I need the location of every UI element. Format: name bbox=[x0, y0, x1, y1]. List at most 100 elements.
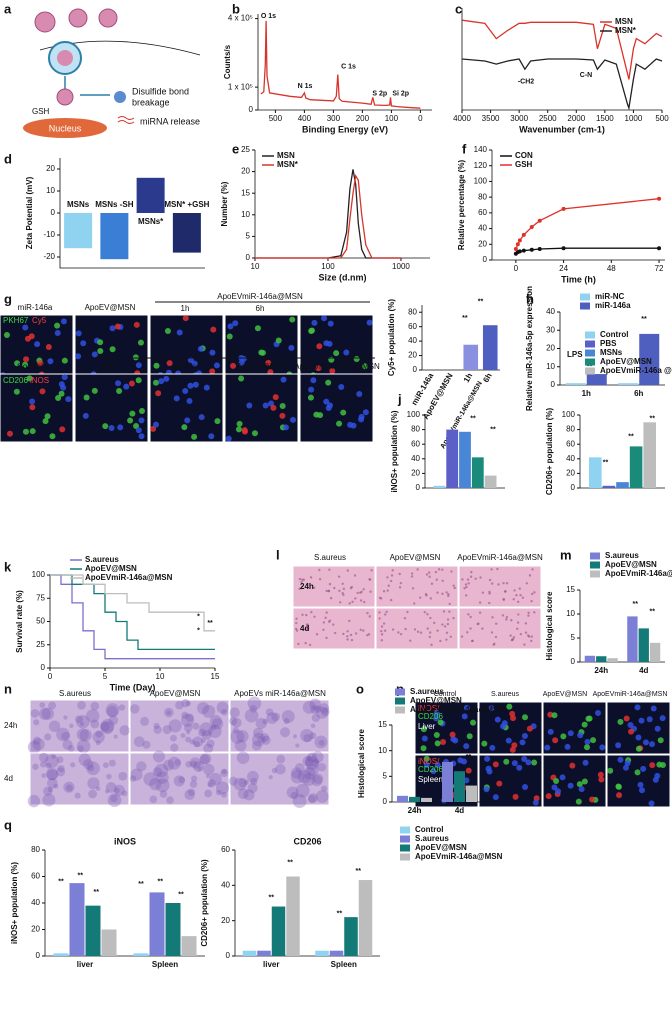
follicle bbox=[149, 795, 158, 804]
cell bbox=[279, 412, 286, 419]
cell bbox=[594, 709, 601, 716]
cell bbox=[627, 722, 634, 729]
cell bbox=[259, 349, 266, 356]
y-tick-label: 20 bbox=[408, 351, 417, 360]
x-tick-label: 2500 bbox=[539, 114, 557, 123]
y-tick-label: 100 bbox=[32, 570, 46, 579]
cell bbox=[75, 330, 82, 337]
follicle bbox=[129, 704, 140, 714]
cell bbox=[209, 368, 216, 375]
follicle bbox=[45, 762, 52, 769]
x-tick-label: 10 bbox=[156, 672, 165, 681]
cell bbox=[447, 592, 450, 596]
cell bbox=[42, 418, 49, 425]
y-tick-label: 120 bbox=[474, 161, 488, 170]
column-label: S.aureus bbox=[59, 689, 91, 698]
cell bbox=[137, 339, 144, 346]
cell bbox=[509, 710, 516, 717]
follicle bbox=[221, 768, 228, 775]
x-axis-label: Size (d.nm) bbox=[318, 272, 366, 282]
follicle bbox=[204, 789, 213, 798]
y-tick-label: 0 bbox=[249, 105, 254, 114]
cell bbox=[191, 360, 198, 367]
follicle bbox=[77, 745, 84, 752]
bar bbox=[454, 771, 465, 802]
y-tick-label: 40 bbox=[566, 454, 575, 463]
cell bbox=[441, 568, 444, 571]
cell bbox=[481, 740, 488, 747]
follicle bbox=[229, 717, 238, 726]
follicle bbox=[154, 763, 169, 778]
cell bbox=[435, 578, 438, 581]
follicle bbox=[206, 739, 215, 748]
panel-letter: m bbox=[560, 547, 572, 562]
follicle bbox=[57, 764, 65, 773]
legend-label: S.aureus bbox=[85, 555, 119, 564]
follicle bbox=[306, 755, 312, 762]
cell bbox=[75, 353, 82, 360]
cell bbox=[481, 591, 485, 594]
cell bbox=[567, 730, 574, 737]
bar-label: MSNs bbox=[67, 200, 90, 209]
cell bbox=[304, 641, 307, 645]
particle bbox=[68, 8, 88, 28]
axis bbox=[234, 850, 380, 957]
legend-swatch bbox=[585, 340, 595, 348]
cell bbox=[254, 325, 261, 332]
micrograph bbox=[224, 373, 299, 443]
x-tick-label: 100 bbox=[385, 114, 399, 123]
cell bbox=[465, 585, 468, 589]
cell bbox=[420, 726, 427, 733]
cell bbox=[307, 394, 314, 401]
legend-swatch bbox=[395, 706, 405, 714]
point bbox=[517, 249, 522, 254]
follicle bbox=[200, 738, 206, 744]
cell bbox=[659, 715, 666, 722]
micrograph bbox=[29, 699, 130, 753]
chart-title: iNOS bbox=[114, 836, 136, 846]
follicle bbox=[92, 730, 105, 744]
cell bbox=[521, 732, 528, 739]
micrograph bbox=[458, 607, 542, 650]
annotation: ** bbox=[641, 316, 647, 323]
follicle bbox=[153, 725, 162, 734]
follicle bbox=[155, 778, 170, 793]
follicle bbox=[238, 777, 248, 788]
follicle bbox=[187, 788, 196, 796]
panel-letter: b bbox=[232, 1, 240, 16]
follicle bbox=[149, 778, 162, 791]
follicle bbox=[78, 753, 91, 766]
cell bbox=[338, 384, 345, 391]
follicle bbox=[306, 752, 317, 763]
schematic: GSH Disulfide bond breakage miRNA releas… bbox=[23, 8, 201, 138]
bar bbox=[627, 616, 638, 662]
legend-swatch bbox=[400, 835, 410, 843]
cell bbox=[528, 574, 532, 577]
y-tick-label: 60 bbox=[221, 845, 230, 854]
cell bbox=[442, 610, 446, 613]
cell bbox=[560, 733, 567, 740]
label: GSH bbox=[32, 107, 50, 116]
cell bbox=[434, 570, 438, 574]
cell bbox=[615, 783, 622, 790]
bar bbox=[409, 796, 420, 802]
x-tick-label: 100 bbox=[321, 262, 335, 271]
bar-label: MSN* +GSH bbox=[164, 200, 209, 209]
column-label: ApoEV@MSN bbox=[390, 553, 441, 562]
bar bbox=[596, 656, 607, 662]
cell bbox=[527, 611, 530, 614]
follicle bbox=[40, 761, 47, 768]
follicle bbox=[38, 707, 51, 720]
cell bbox=[366, 319, 373, 326]
cell bbox=[61, 357, 68, 364]
cell bbox=[470, 719, 477, 726]
follicle bbox=[47, 786, 54, 793]
follicle bbox=[100, 721, 114, 735]
bar bbox=[257, 950, 271, 956]
column-label: MSNs bbox=[174, 362, 196, 371]
cell bbox=[489, 744, 496, 751]
cell bbox=[164, 327, 171, 334]
cell bbox=[516, 764, 523, 771]
annotation: ** bbox=[603, 459, 609, 466]
y-tick-label: 40 bbox=[408, 336, 417, 345]
